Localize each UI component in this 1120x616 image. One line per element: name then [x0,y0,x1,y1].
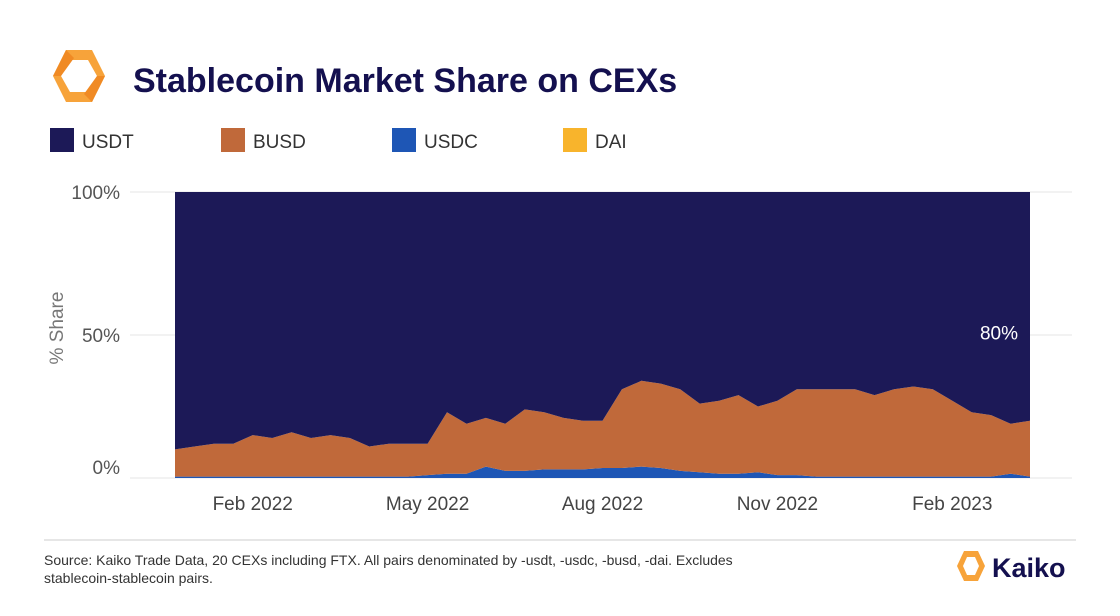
chart-title: Stablecoin Market Share on CEXs [133,62,677,100]
area [175,380,1030,477]
data-label: 80% [980,323,1018,344]
legend-label: DAI [595,132,627,153]
legend-label: USDT [82,132,134,153]
legend-swatch [221,128,245,152]
area [175,466,1030,478]
source-note: Source: Kaiko Trade Data, 20 CEXs includ… [44,552,737,586]
source-line: stablecoin-stablecoin pairs. [44,570,213,586]
source-line: Source: Kaiko Trade Data, 20 CEXs includ… [44,552,733,568]
brand-name: Kaiko [992,553,1066,583]
y-axis-label: % Share [47,292,68,365]
logo [53,50,105,102]
y-tick-label: 50% [82,326,120,347]
legend-label: BUSD [253,132,306,153]
legend-label: USDC [424,132,478,153]
x-tick-label: Aug 2022 [562,494,643,515]
x-tick-label: Feb 2022 [213,494,293,515]
y-tick-label: 0% [93,458,121,479]
legend-swatch [392,128,416,152]
y-tick-label: 100% [71,183,120,204]
area [175,192,1030,450]
x-tick-label: Feb 2023 [912,494,992,515]
x-tick-label: Nov 2022 [737,494,818,515]
legend-swatch [50,128,74,152]
legend-swatch [563,128,587,152]
x-tick-label: May 2022 [386,494,469,515]
brand-logo: Kaiko [957,551,1066,583]
